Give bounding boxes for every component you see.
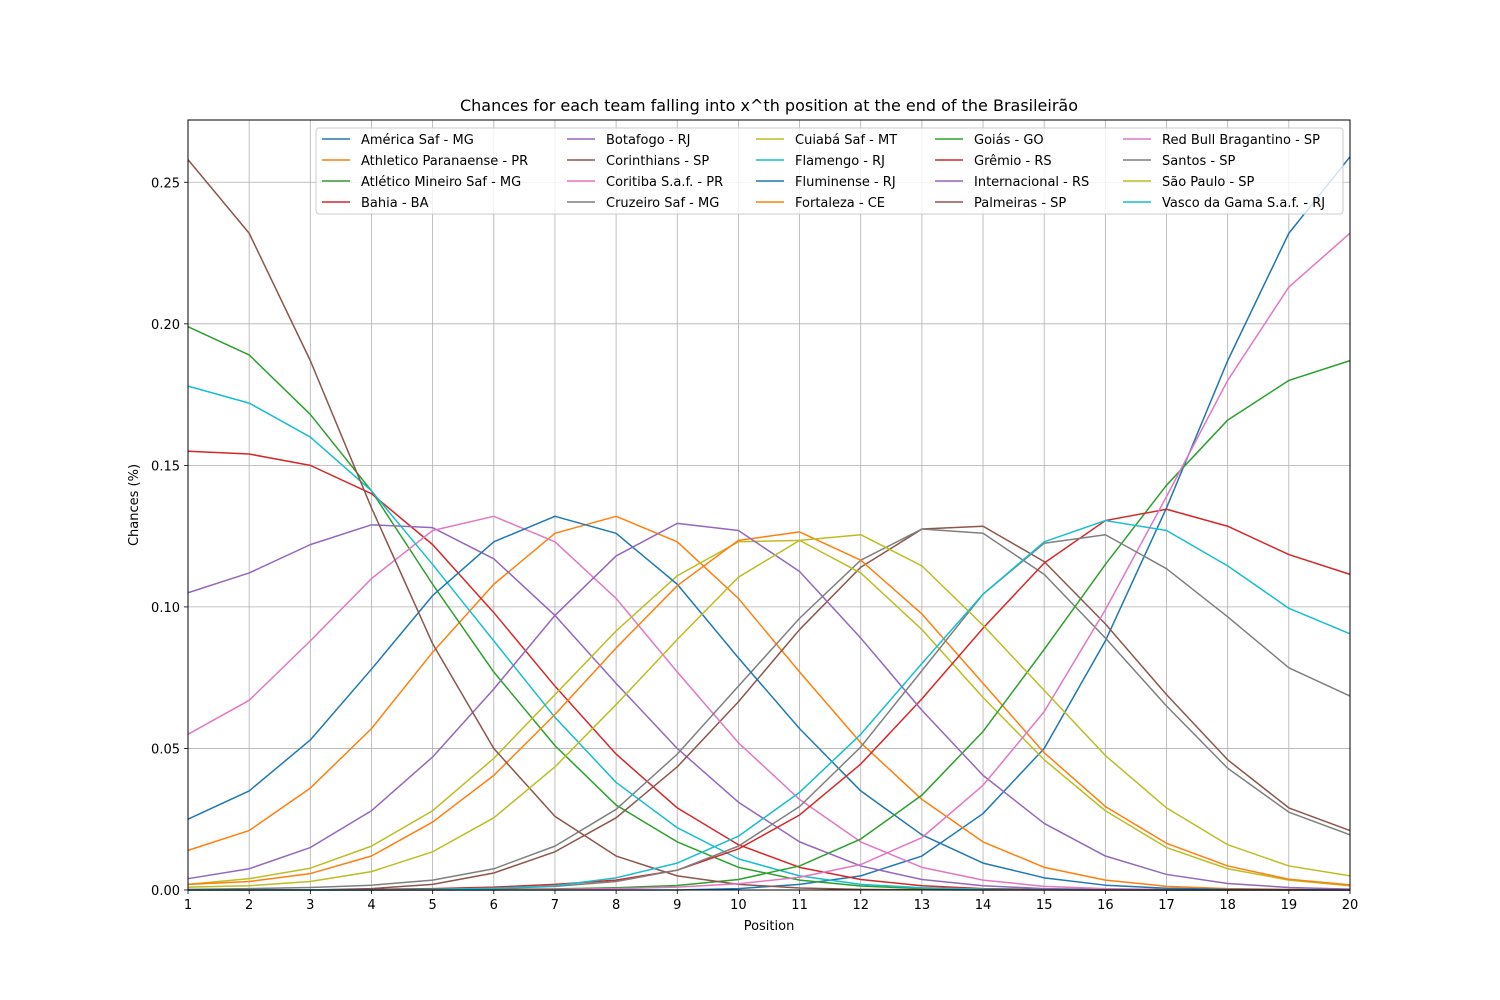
axis-ticks: 1 2 3 4 5 6 7 8 9 10 11 12 13 14 15 16 17 18 19 200.000.050…	[151, 176, 1358, 913]
x-tick-label: 7	[551, 898, 559, 913]
legend-label: Red Bull Bragantino - SP	[1162, 133, 1320, 148]
legend-label: Cuiabá Saf - MT	[795, 133, 897, 148]
x-tick-label: 11	[791, 898, 808, 913]
legend-label: São Paulo - SP	[1162, 175, 1255, 190]
x-tick-label: 1	[184, 898, 192, 913]
y-tick-label: 0.00	[151, 884, 180, 899]
legend-label: América Saf - MG	[361, 133, 474, 148]
series-line-14	[187, 522, 1351, 890]
legend-label: Bahia - BA	[361, 196, 429, 211]
series-line-1	[187, 515, 1351, 891]
x-tick-label: 19	[1281, 898, 1298, 913]
legend-label: Grêmio - RS	[974, 154, 1052, 169]
legend-label: Fortaleza - CE	[795, 196, 885, 211]
series-line-10	[187, 515, 1351, 891]
legend-label: Fluminense - RJ	[795, 175, 896, 190]
x-tick-label: 10	[730, 898, 747, 913]
legend-box	[315, 127, 1344, 215]
x-tick-label: 13	[914, 898, 931, 913]
y-tick-label: 0.05	[151, 742, 180, 757]
x-tick-label: 6	[490, 898, 498, 913]
x-tick-label: 3	[306, 898, 314, 913]
legend: América Saf - MG Athletico Paranaense - P…	[315, 127, 1344, 215]
legend-label: Coritiba S.a.f. - PR	[606, 175, 723, 190]
legend-label: Flamengo - RJ	[795, 154, 885, 169]
x-tick-label: 2	[245, 898, 253, 913]
y-axis-label: Chances (%)	[127, 464, 142, 546]
x-tick-label: 20	[1342, 898, 1359, 913]
x-tick-label: 8	[612, 898, 620, 913]
legend-label: Internacional - RS	[974, 175, 1089, 190]
x-tick-label: 5	[428, 898, 436, 913]
y-tick-label: 0.25	[151, 176, 180, 191]
x-tick-label: 4	[367, 898, 375, 913]
legend-label: Athletico Paranaense - PR	[361, 154, 528, 169]
x-tick-label: 18	[1219, 898, 1236, 913]
x-tick-label: 16	[1097, 898, 1114, 913]
y-tick-label: 0.20	[151, 318, 180, 333]
legend-label: Atlético Mineiro Saf - MG	[361, 175, 521, 190]
x-tick-label: 15	[1036, 898, 1053, 913]
series-line-7	[187, 528, 1351, 891]
y-tick-label: 0.10	[151, 601, 180, 616]
series-line-8	[187, 539, 1351, 887]
legend-label: Palmeiras - SP	[974, 196, 1066, 211]
series-line-11	[187, 531, 1351, 886]
legend-label: Vasco da Gama S.a.f. - RJ	[1162, 196, 1325, 211]
x-tick-label: 17	[1158, 898, 1175, 913]
x-tick-label: 9	[673, 898, 681, 913]
x-tick-label: 12	[852, 898, 869, 913]
legend-label: Corinthians - SP	[606, 154, 709, 169]
legend-label: Cruzeiro Saf - MG	[606, 196, 719, 211]
legend-label: Santos - SP	[1162, 154, 1235, 169]
x-axis-label: Position	[744, 919, 795, 934]
y-tick-label: 0.15	[151, 459, 180, 474]
legend-label: Goiás - GO	[974, 133, 1044, 148]
chart-title: Chances for each team falling into x^th …	[460, 96, 1078, 115]
legend-label: Botafogo - RJ	[606, 133, 691, 148]
x-tick-label: 14	[975, 898, 992, 913]
series-line-5	[188, 525, 1351, 891]
axes-frame	[187, 119, 1351, 891]
series-line-18	[187, 533, 1351, 888]
